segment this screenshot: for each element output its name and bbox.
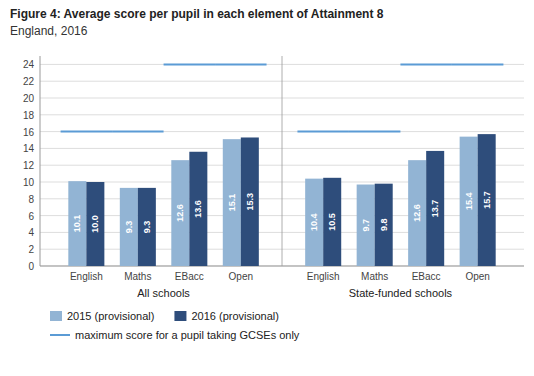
x-tick-label: EBacc [412, 271, 441, 282]
chart: Figure 4: Average score per pupil in eac… [0, 0, 534, 376]
bar [189, 152, 207, 266]
reference-line [349, 131, 400, 133]
title: Figure 4: Average score per pupil in eac… [10, 7, 384, 21]
y-tick-label: 10 [23, 177, 35, 188]
data-label: 9.3 [124, 221, 134, 234]
reference-line [61, 131, 112, 133]
bar [241, 137, 259, 266]
bar [460, 137, 478, 266]
legend-swatch [50, 311, 62, 321]
bar [357, 185, 375, 266]
y-tick-label: 4 [28, 227, 34, 238]
reference-line [112, 131, 163, 133]
bar [171, 160, 189, 266]
marks [61, 64, 504, 266]
data-label: 13.7 [430, 200, 440, 218]
data-label: 12.6 [175, 204, 185, 222]
bar [86, 182, 104, 266]
bar [138, 188, 156, 266]
y-tick-label: 18 [23, 110, 35, 121]
y-axis-line [40, 56, 41, 266]
data-label: 9.3 [142, 221, 152, 234]
group-label: State-funded schools [349, 287, 453, 299]
x-tick-label: English [307, 271, 340, 282]
legend-label: maximum score for a pupil taking GCSEs o… [75, 329, 300, 341]
legend: 2015 (provisional) 2016 (provisional) maxi… [50, 310, 300, 341]
reference-line [297, 131, 348, 133]
data-label: 15.3 [245, 193, 255, 211]
y-tick-label: 8 [28, 194, 34, 205]
data-label: 13.6 [193, 200, 203, 218]
data-label: 10.0 [90, 215, 100, 233]
x-tick-label: EBacc [175, 271, 204, 282]
data-label: 10.5 [327, 213, 337, 231]
x-tick-label: English [70, 271, 103, 282]
reference-line [164, 63, 215, 65]
data-labels: 10.1 9.3 12.6 15.1 10.4 9.7 12.6 15.4 10.0 9.3 13.… [72, 191, 491, 233]
x-tick-label: Maths [124, 271, 151, 282]
legend-label: 2016 (provisional) [191, 310, 278, 322]
bar [323, 178, 341, 266]
y-tick-label: 12 [23, 160, 35, 171]
y-tick-label: 2 [28, 244, 34, 255]
data-label: 12.6 [412, 204, 422, 222]
bar [305, 179, 323, 266]
legend-swatch [174, 311, 186, 321]
y-tick-label: 24 [23, 59, 35, 70]
bar [68, 181, 86, 266]
bar [375, 184, 393, 266]
subtitle: England, 2016 [10, 24, 88, 38]
bar [223, 139, 241, 266]
bar [120, 188, 138, 266]
group-separator [282, 56, 283, 266]
legend-line [50, 334, 70, 336]
group-label: All schools [137, 287, 190, 299]
bar [478, 134, 496, 266]
y-tick-label: 16 [23, 127, 35, 138]
y-tick-label: 20 [23, 93, 35, 104]
legend-label: 2015 (provisional) [67, 310, 154, 322]
bar [426, 151, 444, 266]
data-label: 10.4 [309, 214, 319, 232]
y-tick-label: 0 [28, 261, 34, 272]
y-tick-label: 22 [23, 76, 35, 87]
data-label: 15.7 [482, 191, 492, 209]
data-label: 15.1 [227, 194, 237, 212]
x-tick-label: Open [465, 271, 489, 282]
bar [408, 160, 426, 266]
data-label: 15.4 [464, 193, 474, 211]
data-label: 10.1 [72, 215, 82, 233]
data-label: 9.8 [379, 219, 389, 232]
y-tick-label: 14 [23, 143, 35, 154]
data-label: 9.7 [361, 219, 371, 232]
x-tick-label: Maths [361, 271, 388, 282]
x-tick-label: Open [229, 271, 253, 282]
reference-line [452, 63, 503, 65]
reference-line [400, 63, 451, 65]
y-tick-label: 6 [28, 211, 34, 222]
reference-line [215, 63, 266, 65]
